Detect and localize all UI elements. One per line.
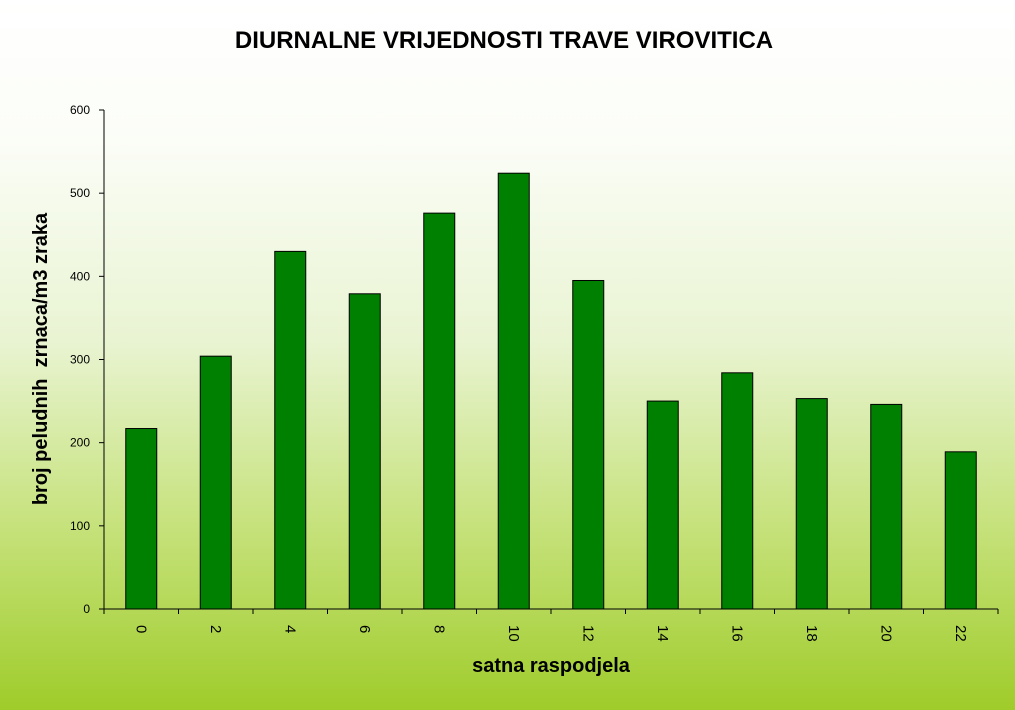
y-tick-label: 200 [70, 436, 90, 450]
y-tick-label: 600 [70, 103, 90, 117]
x-tick-label: 4 [281, 625, 298, 633]
bar-12 [572, 279, 605, 610]
x-tick-label: 10 [505, 625, 522, 642]
y-tick-label: 300 [70, 353, 90, 367]
x-tick-label: 22 [952, 625, 969, 642]
x-tick-label: 6 [356, 625, 373, 633]
chart-title: DIURNALNE VRIJEDNOSTI TRAVE VIROVITICA [235, 27, 773, 54]
bar-16 [721, 372, 754, 610]
x-tick-label: 18 [803, 625, 820, 642]
bar-6 [348, 293, 381, 610]
bar-14 [646, 400, 679, 610]
y-tick-label: 100 [70, 519, 90, 533]
x-tick-label: 2 [207, 625, 224, 633]
x-tick-label: 20 [877, 625, 894, 642]
x-tick-label: 8 [430, 625, 447, 633]
x-tick-label: 16 [728, 625, 745, 642]
x-axis: 0 2 4 6 8 10 12 14 16 18 20 22 [103, 608, 999, 642]
bar-20 [870, 403, 903, 610]
x-tick-label: 0 [132, 625, 149, 633]
y-tick-label: 0 [83, 602, 90, 616]
bar-18 [795, 398, 828, 610]
x-axis-label: satna raspodjela [472, 655, 631, 677]
bar-22 [944, 451, 977, 610]
y-axis: 0 100 200 300 400 500 600 [70, 103, 105, 616]
x-tick-label: 12 [579, 625, 596, 642]
bar-4 [274, 250, 307, 610]
bar-2 [199, 355, 232, 610]
bar-8 [423, 212, 456, 610]
bar-0 [125, 428, 158, 610]
y-tick-label: 400 [70, 269, 90, 283]
y-tick-label: 500 [70, 186, 90, 200]
bar-10 [497, 172, 530, 610]
y-axis-label: broj peludnih zrnaca/m3 zraka [30, 212, 52, 505]
x-tick-label: 14 [654, 625, 671, 642]
bars-group [125, 172, 977, 610]
